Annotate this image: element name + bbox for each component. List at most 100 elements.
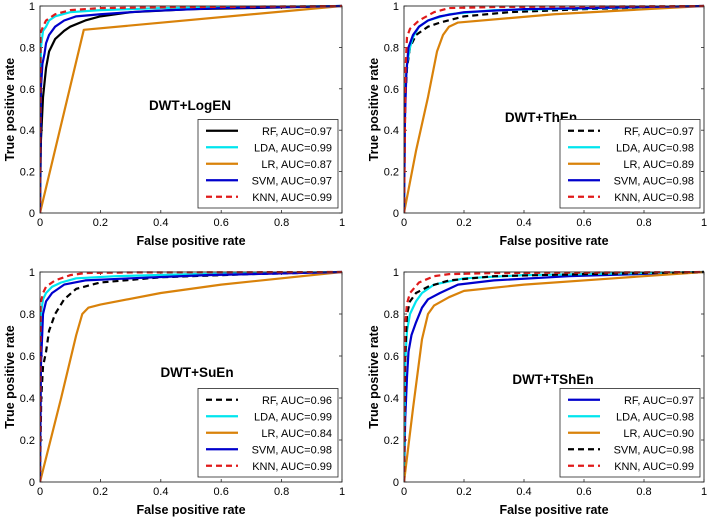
x-tick-label: 0 [401, 486, 407, 498]
legend-label: KNN, AUC=0.99 [252, 461, 332, 473]
x-tick-label: 0.4 [516, 217, 531, 229]
y-axis-label: True positive rate [3, 58, 17, 162]
x-tick-label: 0.2 [456, 486, 471, 498]
y-tick-label: 1 [393, 267, 399, 279]
x-tick-label: 0.6 [214, 217, 229, 229]
legend-label: RF, AUC=0.97 [262, 126, 332, 138]
legend-label: KNN, AUC=0.98 [614, 192, 694, 204]
x-tick-label: 0.6 [576, 486, 591, 498]
roc-curve-rf [404, 270, 705, 482]
legend-label: LR, AUC=0.89 [623, 159, 694, 171]
axes-box [403, 271, 705, 483]
roc-curve-lr [404, 4, 705, 213]
roc-curve-knn [40, 4, 343, 213]
legend-label: LR, AUC=0.90 [623, 428, 694, 440]
y-tick-label: 0.4 [20, 125, 35, 137]
roc-curve-lr [404, 270, 705, 482]
y-tick-label: 1 [29, 1, 35, 13]
y-tick-label: 1 [393, 1, 399, 13]
y-tick-label: 0.4 [20, 393, 35, 405]
x-tick-label: 0.2 [93, 486, 108, 498]
y-tick-label: 1 [29, 267, 35, 279]
y-tick-label: 0.2 [384, 167, 399, 179]
y-tick-label: 0.8 [20, 309, 35, 321]
panel-title: DWT+LogEN [149, 98, 231, 113]
legend: RF, AUC=0.97 LDA, AUC=0.98 LR, AUC=0.89 SVM… [559, 119, 701, 209]
y-tick-label: 0 [393, 477, 399, 489]
panel-title: DWT+SuEn [160, 365, 233, 380]
y-axis-label: True positive rate [367, 58, 381, 162]
x-axis-label: False positive rate [136, 234, 245, 248]
y-tick-label: 0.8 [384, 309, 399, 321]
legend-label: SVM, AUC=0.97 [252, 175, 332, 187]
y-tick-label: 0.6 [20, 351, 35, 363]
roc-curve-knn [40, 270, 343, 482]
x-tick-label: 0 [37, 217, 43, 229]
legend-label: RF, AUC=0.97 [624, 395, 694, 407]
legend-label: LDA, AUC=0.99 [254, 142, 332, 154]
x-tick-label: 1 [701, 486, 707, 498]
x-tick-label: 0 [37, 486, 43, 498]
x-axis-label: False positive rate [136, 503, 245, 517]
x-tick-label: 0.4 [516, 486, 531, 498]
x-tick-label: 0 [401, 217, 407, 229]
y-axis-label: True positive rate [367, 325, 381, 429]
legend-label: SVM, AUC=0.98 [614, 175, 694, 187]
axes-box [403, 5, 705, 214]
x-tick-label: 0.6 [214, 486, 229, 498]
y-tick-label: 0.2 [20, 435, 35, 447]
roc-panel: 0 0.2 0.4 0.6 0.8 1 0 0.2 0.4 0.6 0.8 1 False positi… [3, 267, 345, 517]
y-tick-label: 0.8 [384, 42, 399, 54]
x-axis-label: False positive rate [499, 503, 608, 517]
roc-curve-lda [40, 4, 343, 213]
x-tick-label: 1 [339, 217, 345, 229]
y-tick-label: 0.6 [20, 84, 35, 96]
panel-title: DWT+TShEn [512, 372, 593, 387]
x-tick-label: 0.6 [576, 217, 591, 229]
x-tick-label: 1 [339, 486, 345, 498]
roc-curve-knn [404, 270, 705, 482]
legend-label: KNN, AUC=0.99 [614, 461, 694, 473]
x-tick-label: 0.8 [636, 217, 651, 229]
x-tick-label: 1 [701, 217, 707, 229]
legend-label: LR, AUC=0.84 [261, 428, 332, 440]
x-tick-label: 0.2 [93, 217, 108, 229]
y-tick-label: 0.8 [20, 42, 35, 54]
axes-box [39, 5, 343, 214]
x-axis-label: False positive rate [499, 234, 608, 248]
y-tick-label: 0.2 [20, 167, 35, 179]
legend-label: RF, AUC=0.97 [624, 126, 694, 138]
y-tick-label: 0 [393, 208, 399, 220]
y-tick-label: 0.4 [384, 393, 399, 405]
axes-box [39, 271, 343, 483]
legend-label: LDA, AUC=0.98 [616, 411, 694, 423]
roc-curve-knn [404, 4, 705, 213]
legend-label: SVM, AUC=0.98 [252, 444, 332, 456]
roc-panel: 0 0.2 0.4 0.6 0.8 1 0 0.2 0.4 0.6 0.8 1 False positi… [367, 267, 707, 517]
legend-label: RF, AUC=0.96 [262, 395, 332, 407]
roc-curve-lr [40, 270, 343, 482]
y-tick-label: 0 [29, 208, 35, 220]
roc-curve-lda [40, 270, 343, 482]
x-tick-label: 0.2 [456, 217, 471, 229]
y-tick-label: 0.6 [384, 351, 399, 363]
panel-title: DWT+ThEn [505, 110, 577, 125]
x-tick-label: 0.8 [274, 217, 289, 229]
x-tick-label: 0.8 [636, 486, 651, 498]
x-tick-label: 0.4 [153, 486, 168, 498]
roc-curve-svm [40, 270, 343, 482]
legend-label: LDA, AUC=0.99 [254, 411, 332, 423]
y-tick-label: 0.2 [384, 435, 399, 447]
legend-label: LR, AUC=0.87 [261, 159, 332, 171]
y-tick-label: 0.4 [384, 125, 399, 137]
legend-label: KNN, AUC=0.99 [252, 192, 332, 204]
roc-curve-svm [40, 4, 343, 213]
legend: RF, AUC=0.97 LDA, AUC=0.99 LR, AUC=0.87 SVM… [197, 119, 339, 209]
roc-curve-lr [40, 4, 343, 213]
legend: RF, AUC=0.96 LDA, AUC=0.99 LR, AUC=0.84 SVM… [197, 388, 339, 478]
legend-label: SVM, AUC=0.98 [614, 444, 694, 456]
y-tick-label: 0.6 [384, 84, 399, 96]
y-axis-label: True positive rate [3, 325, 17, 429]
y-tick-label: 0 [29, 477, 35, 489]
roc-panel: 0 0.2 0.4 0.6 0.8 1 0 0.2 0.4 0.6 0.8 1 False positi… [3, 1, 345, 248]
